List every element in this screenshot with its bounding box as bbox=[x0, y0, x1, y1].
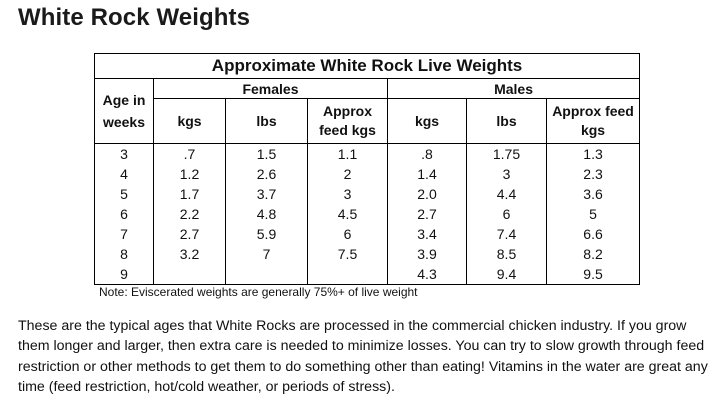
table-cell: 4.8 bbox=[225, 204, 308, 224]
age-header: Age in weeks bbox=[94, 78, 154, 144]
table-caption: Approximate White Rock Live Weights bbox=[93, 53, 641, 79]
table-cell: 3.2 bbox=[153, 244, 226, 264]
table-cell bbox=[225, 264, 308, 285]
table-cell: 1.5 bbox=[225, 143, 308, 164]
table-cell: 1.75 bbox=[466, 143, 547, 164]
table-cell: 6 bbox=[307, 224, 388, 244]
page-title: White Rock Weights bbox=[18, 4, 251, 31]
table-cell: 5 bbox=[545, 204, 641, 224]
table-cell: 8.5 bbox=[466, 244, 547, 264]
age-cell: 9 bbox=[94, 264, 154, 285]
table-cell: 3.6 bbox=[545, 184, 641, 204]
table-row: 3.7 1.5 1.1.8 1.75 1.3 bbox=[94, 143, 641, 164]
table-cell: 1.7 bbox=[153, 184, 226, 204]
column-header: lbs bbox=[466, 98, 547, 144]
table-row: 5 1.7 3.7 3 2.0 4.4 3.6 bbox=[94, 184, 641, 204]
column-header: Approx feed kgs bbox=[307, 98, 388, 144]
table-row: 9 4.3 9.4 9.5 bbox=[94, 264, 641, 285]
column-header: kgs bbox=[153, 98, 226, 144]
table-cell: 5.9 bbox=[225, 224, 308, 244]
table-cell: 2.2 bbox=[153, 204, 226, 224]
table-row: 8 3.2 7 7.5 3.9 8.5 8.2 bbox=[94, 244, 641, 264]
table-cell bbox=[307, 264, 388, 285]
column-header: lbs bbox=[225, 98, 308, 144]
column-header: kgs bbox=[387, 98, 467, 144]
age-cell: 8 bbox=[94, 244, 154, 264]
table-cell: 2.3 bbox=[545, 164, 641, 184]
table-cell: 9.4 bbox=[466, 264, 547, 285]
table-cell: 7.5 bbox=[307, 244, 388, 264]
table-cell: 2.7 bbox=[153, 224, 226, 244]
table-cell: 2 bbox=[307, 164, 388, 184]
table-cell: 2.7 bbox=[387, 204, 467, 224]
table-cell: .7 bbox=[153, 143, 226, 164]
body-paragraph: These are the typical ages that White Ro… bbox=[18, 318, 708, 396]
age-cell: 4 bbox=[94, 164, 154, 184]
table-cell: 3 bbox=[307, 184, 388, 204]
table-cell: 2.0 bbox=[387, 184, 467, 204]
table-cell: 8.2 bbox=[545, 244, 641, 264]
table-cell bbox=[153, 264, 226, 285]
table-cell: 6.6 bbox=[545, 224, 641, 244]
table-row: 7 2.7 5.9 6 3.4 7.4 6.6 bbox=[94, 224, 641, 244]
table-row: 4 1.2 2.6 2 1.4 3 2.3 bbox=[94, 164, 641, 184]
table-cell: 4.4 bbox=[466, 184, 547, 204]
table-cell: 4.5 bbox=[307, 204, 388, 224]
table-cell: 3.7 bbox=[225, 184, 308, 204]
table-cell: 1.3 bbox=[545, 143, 641, 164]
table-cell: 2.6 bbox=[225, 164, 308, 184]
table-cell: 7.4 bbox=[466, 224, 547, 244]
males-group-header: Males bbox=[386, 78, 641, 99]
column-header: Approx feed kgs bbox=[545, 98, 641, 144]
table-cell: 6 bbox=[466, 204, 547, 224]
weights-table: Approximate White Rock Live Weights Age … bbox=[93, 53, 641, 285]
females-group-header: Females bbox=[153, 78, 388, 99]
age-cell: 3 bbox=[94, 143, 154, 164]
table-cell: 1.1 bbox=[307, 143, 388, 164]
table-cell: 1.4 bbox=[387, 164, 467, 184]
table-cell: 4.3 bbox=[387, 264, 467, 285]
table-cell: 1.2 bbox=[153, 164, 226, 184]
age-cell: 6 bbox=[94, 204, 154, 224]
table-cell: 3 bbox=[466, 164, 547, 184]
table-cell: .8 bbox=[387, 143, 467, 164]
table-note: Note: Eviscerated weights are generally … bbox=[99, 285, 418, 299]
table-row: 6 2.2 4.8 4.5 2.7 6 5 bbox=[94, 204, 641, 224]
table-cell: 7 bbox=[225, 244, 308, 264]
age-cell: 7 bbox=[94, 224, 154, 244]
age-cell: 5 bbox=[94, 184, 154, 204]
table-cell: 9.5 bbox=[545, 264, 641, 285]
table-cell: 3.9 bbox=[387, 244, 467, 264]
table-cell: 3.4 bbox=[387, 224, 467, 244]
